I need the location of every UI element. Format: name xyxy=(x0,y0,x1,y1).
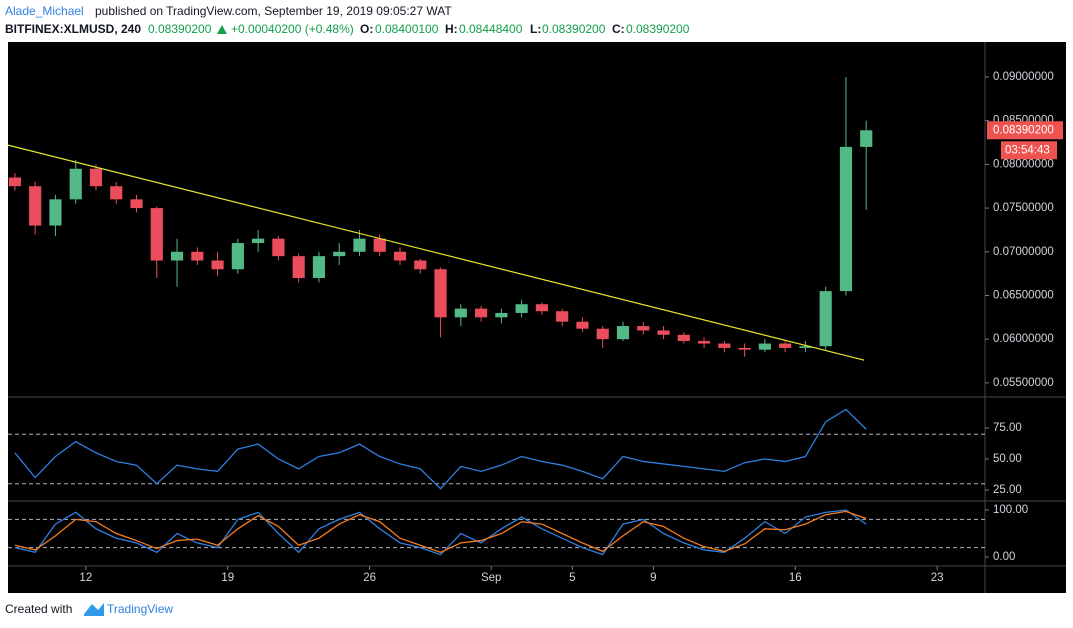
candle-body xyxy=(393,251,407,261)
candle-body xyxy=(373,238,386,252)
candle-body xyxy=(353,238,366,252)
candle-body xyxy=(231,243,244,270)
candle-body xyxy=(252,238,265,244)
candle-body xyxy=(556,311,569,322)
candle-body xyxy=(657,330,670,335)
last-price: 0.08390200 xyxy=(148,22,212,36)
candle-body xyxy=(191,251,204,261)
low: 0.08390200 xyxy=(542,22,606,36)
chart-background xyxy=(8,42,1066,593)
candle-body xyxy=(799,346,812,348)
candle-body xyxy=(312,256,326,278)
close-label: C: xyxy=(612,22,625,36)
x-tick-label: 16 xyxy=(789,572,802,584)
symbol: BITFINEX:XLMUSD, 240 xyxy=(5,22,141,36)
x-tick-label: 26 xyxy=(363,572,376,584)
candle-body xyxy=(819,291,832,347)
candle-body xyxy=(110,186,123,200)
candle-body xyxy=(718,343,731,348)
candle-body xyxy=(454,308,467,318)
author[interactable]: Alade_Michael xyxy=(5,4,84,18)
last-price-label: 0.08390200 xyxy=(993,124,1054,136)
y-tick-label: 0.08000000 xyxy=(993,158,1054,170)
high: 0.08448400 xyxy=(459,22,523,36)
candle-body xyxy=(596,328,609,340)
tv-logo xyxy=(84,603,104,616)
y-tick-label: 0.05500000 xyxy=(993,377,1054,389)
candle-body xyxy=(130,199,143,209)
candle-body xyxy=(738,347,751,350)
y-tick-label: 50.00 xyxy=(993,453,1022,465)
open: 0.08400100 xyxy=(375,22,439,36)
indicator-line xyxy=(14,510,867,554)
candle-body xyxy=(697,340,711,344)
indicator-line xyxy=(14,408,867,490)
candle-body xyxy=(333,251,346,257)
candle-body xyxy=(515,304,528,313)
change: +0.00040200 (+0.48%) xyxy=(231,22,354,36)
y-tick-label: 0.07000000 xyxy=(993,246,1054,258)
candle-body xyxy=(779,343,792,348)
x-tick-label: 19 xyxy=(221,572,234,584)
low-label: L: xyxy=(530,22,541,36)
plot-area: 0.05500000 0.06000000 0.06500000 0.07000000… xyxy=(7,71,1063,584)
y-tick-label: 100.00 xyxy=(993,504,1028,516)
candle-body xyxy=(616,326,630,340)
candle-body xyxy=(170,251,184,261)
candle-body xyxy=(860,130,873,147)
candle-body xyxy=(292,256,305,278)
footer-brand[interactable]: TradingView xyxy=(107,602,173,616)
y-tick-label: 25.00 xyxy=(993,484,1022,496)
candle-body xyxy=(576,321,589,329)
countdown: 03:54:43 xyxy=(1005,144,1050,156)
candle-body xyxy=(535,304,548,312)
candle-body xyxy=(69,168,82,200)
y-tick-label: 0.06000000 xyxy=(993,333,1054,345)
candle-body xyxy=(49,199,62,226)
indicator-line xyxy=(14,509,867,556)
candle-body xyxy=(475,308,488,318)
candle-body xyxy=(839,146,853,292)
last-price-tag xyxy=(987,121,1063,140)
countdown-tag xyxy=(1001,141,1057,160)
x-tick-label: Sep xyxy=(481,572,501,584)
open-label: O: xyxy=(360,22,373,36)
candle-body xyxy=(8,177,21,187)
candle-body xyxy=(495,312,508,318)
candle-body xyxy=(758,343,771,350)
y-tick-label: 75.00 xyxy=(993,422,1022,434)
candle-body xyxy=(677,334,690,341)
close: 0.08390200 xyxy=(626,22,690,36)
published: published on TradingView.com, September … xyxy=(95,4,452,18)
x-tick-label: 5 xyxy=(569,572,575,584)
candle-body xyxy=(637,326,650,331)
y-tick-label: 0.06500000 xyxy=(993,290,1054,302)
candle-body xyxy=(89,168,103,187)
candle-body xyxy=(211,260,224,270)
candle-body xyxy=(29,186,42,226)
trendline xyxy=(7,144,865,361)
footer-created: Created with xyxy=(5,602,72,616)
x-tick-label: 23 xyxy=(931,572,944,584)
candle-body xyxy=(434,269,447,318)
up-arrow xyxy=(217,25,227,34)
x-tick-label: 12 xyxy=(79,572,92,584)
candle-body xyxy=(272,238,285,257)
candle-body xyxy=(150,208,163,261)
y-tick-label: 0.07500000 xyxy=(993,202,1054,214)
high-label: H: xyxy=(445,22,458,36)
x-tick-label: 9 xyxy=(650,572,656,584)
candle-body xyxy=(414,260,427,270)
y-tick-label: 0.09000000 xyxy=(993,71,1054,83)
y-tick-label: 0.00 xyxy=(993,551,1015,563)
